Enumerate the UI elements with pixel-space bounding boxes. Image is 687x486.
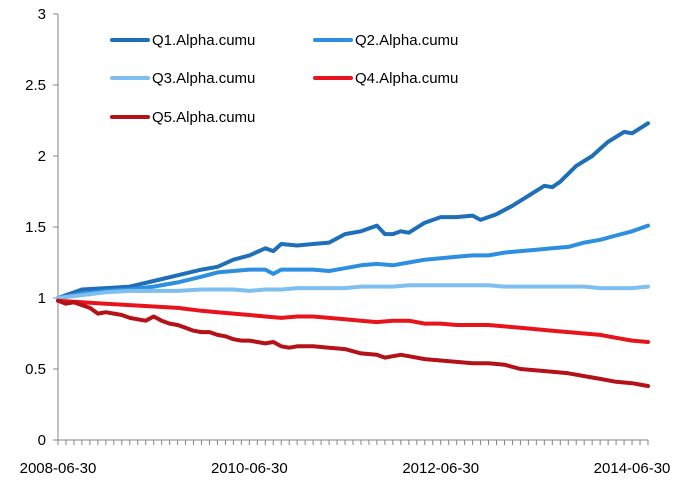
- legend: Q1.Alpha.cumu Q2.Alpha.cumu Q3.Alpha.cumu Q…: [110, 32, 458, 126]
- y-tick-label: 0.5: [25, 361, 46, 378]
- y-tick-label: 2: [38, 148, 46, 165]
- x-tick-label: 2014-06-30: [594, 460, 671, 477]
- x-tick-label: 2008-06-30: [20, 460, 97, 477]
- x-tick-label: 2012-06-30: [402, 460, 479, 477]
- x-tick-label: 2010-06-30: [211, 460, 288, 477]
- series-line-q1: [56, 121, 650, 300]
- y-tick-label: 1.5: [25, 219, 46, 236]
- series-lines: [56, 121, 650, 388]
- legend-label-q2: Q2.Alpha.cumu: [355, 32, 458, 49]
- y-tick-label: 2.5: [25, 77, 46, 94]
- axes: 0 0.5 1 1.5 2 2.5 3 2008-06-30 2010-06-30 2012-06…: [20, 6, 671, 477]
- series-line-q5: [56, 298, 650, 388]
- legend-label-q1: Q1.Alpha.cumu: [152, 32, 255, 49]
- y-tick-label: 0: [38, 432, 46, 449]
- y-tick-label: 1: [38, 290, 46, 307]
- series-line-q4: [56, 298, 650, 344]
- series-line-q2: [56, 223, 650, 300]
- legend-label-q4: Q4.Alpha.cumu: [355, 70, 458, 87]
- series-line-q3: [56, 283, 650, 300]
- legend-label-q5: Q5.Alpha.cumu: [152, 109, 255, 126]
- legend-label-q3: Q3.Alpha.cumu: [152, 70, 255, 87]
- y-tick-label: 3: [38, 6, 46, 23]
